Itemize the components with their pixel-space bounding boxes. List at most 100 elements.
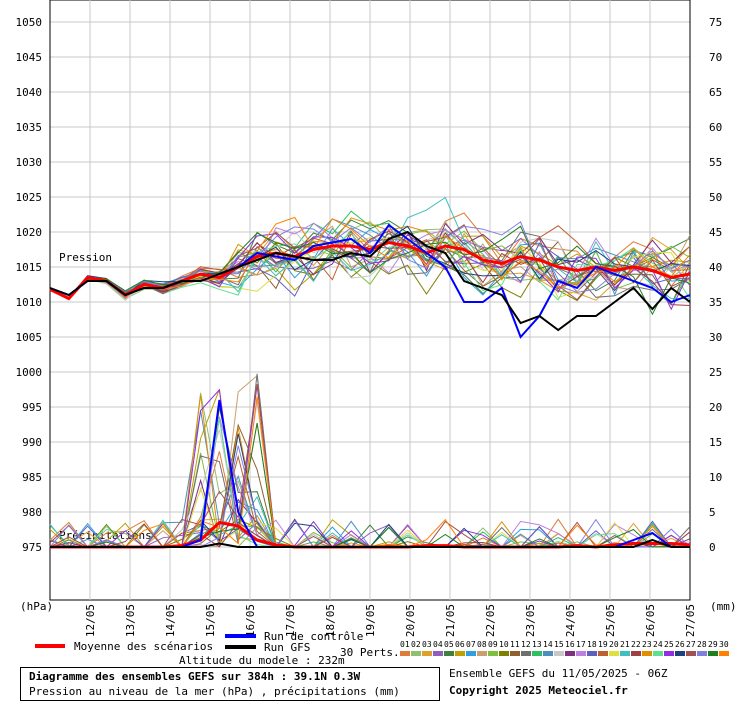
pert-color-swatch (532, 651, 542, 656)
pert-id-label: 09 (488, 640, 498, 649)
right-tick-label: 20 (709, 401, 722, 414)
x-tick-label: 20/05 (404, 604, 417, 637)
right-tick-label: 15 (709, 436, 722, 449)
pert-color-swatch (565, 651, 575, 656)
pert-id-label: 27 (686, 640, 696, 649)
pert-id-label: 30 (719, 640, 729, 649)
x-tick-label: 22/05 (484, 604, 497, 637)
right-tick-label: 40 (709, 261, 722, 274)
copyright: Copyright 2025 Meteociel.fr (449, 684, 628, 697)
left-tick-label: 990 (22, 436, 42, 449)
x-tick-label: 23/05 (524, 604, 537, 637)
pert-color-swatch (631, 651, 641, 656)
left-tick-label: 995 (22, 401, 42, 414)
pert-id-label: 03 (422, 640, 432, 649)
pert-id-label: 14 (543, 640, 553, 649)
pert-color-swatch (477, 651, 487, 656)
pert-id-label: 05 (444, 640, 454, 649)
left-tick-label: 985 (22, 471, 42, 484)
x-tick-label: 15/05 (204, 604, 217, 637)
left-tick-label: 975 (22, 541, 42, 554)
pert-id-label: 24 (653, 640, 663, 649)
right-tick-label: 60 (709, 121, 722, 134)
x-tick-label: 14/05 (164, 604, 177, 637)
pert-color-swatch (499, 651, 509, 656)
chart-subtitle: Pression au niveau de la mer (hPa) , pré… (29, 685, 400, 698)
right-tick-label: 0 (709, 541, 716, 554)
pert-pressure-line (49, 225, 691, 316)
x-tick-label: 12/05 (84, 604, 97, 637)
series-pressure-line (49, 230, 691, 332)
pert-id-label: 11 (510, 640, 520, 649)
pert-id-label: 16 (565, 640, 575, 649)
left-tick-label: 1035 (16, 121, 43, 134)
pert-color-swatch (675, 651, 685, 656)
pert-pressure-line (49, 224, 691, 301)
pert-id-label: 21 (620, 640, 630, 649)
pert-id-label: 25 (664, 640, 674, 649)
series-precip-line (50, 538, 690, 548)
pert-id-label: 18 (587, 640, 597, 649)
pert-id-label: 22 (631, 640, 641, 649)
x-tick-label: 26/05 (644, 604, 657, 637)
left-tick-label: 1025 (16, 191, 43, 204)
pert-id-label: 02 (411, 640, 421, 649)
pert-id-label: 29 (708, 640, 718, 649)
pert-color-swatch (433, 651, 443, 656)
right-tick-label: 45 (709, 226, 722, 239)
pert-color-swatch (521, 651, 531, 656)
pert-color-swatch (620, 651, 630, 656)
right-tick-label: 25 (709, 366, 722, 379)
pert-id-label: 23 (642, 640, 652, 649)
right-tick-label: 65 (709, 86, 722, 99)
pert-id-label: 20 (609, 640, 619, 649)
left-tick-label: 1015 (16, 261, 43, 274)
left-tick-label: 1005 (16, 331, 43, 344)
pert-id-label: 26 (675, 640, 685, 649)
pert-pressure-line (49, 221, 691, 299)
pert-id-label: 01 (400, 640, 410, 649)
x-tick-label: 18/05 (324, 604, 337, 637)
pert-color-swatch (609, 651, 619, 656)
pert-color-swatch (466, 651, 476, 656)
pert-color-swatch (543, 651, 553, 656)
right-tick-label: 50 (709, 191, 722, 204)
pert-id-label: 04 (433, 640, 443, 649)
pert-color-swatch (400, 651, 410, 656)
pert-color-swatch (488, 651, 498, 656)
x-tick-label: 21/05 (444, 604, 457, 637)
pert-color-swatch (444, 651, 454, 656)
x-tick-label: 24/05 (564, 604, 577, 637)
pert-color-swatch (642, 651, 652, 656)
pert-id-label: 19 (598, 640, 608, 649)
left-axis-unit: (hPa) (20, 600, 53, 613)
pert-color-swatch (587, 651, 597, 656)
right-tick-label: 70 (709, 51, 722, 64)
perts-label: 30 Perts. (340, 646, 400, 659)
left-tick-label: 1010 (16, 296, 43, 309)
left-tick-label: 1020 (16, 226, 43, 239)
pert-id-label: 10 (499, 640, 509, 649)
x-tick-label: 25/05 (604, 604, 617, 637)
pert-color-swatch (719, 651, 729, 656)
series-pressure-line (49, 240, 691, 301)
legend-mean-label: Moyenne des scénarios (74, 640, 213, 653)
legend-control-label: Run de contrôle (264, 630, 363, 643)
left-tick-label: 1030 (16, 156, 43, 169)
legend-gfs-label: Run GFS (264, 641, 310, 654)
pert-color-swatch (708, 651, 718, 656)
pert-color-swatch (664, 651, 674, 656)
right-tick-label: 5 (709, 506, 716, 519)
pert-color-swatch (554, 651, 564, 656)
left-tick-label: 1040 (16, 86, 43, 99)
pert-color-swatch (411, 651, 421, 656)
right-axis-unit: (mm) (710, 600, 737, 613)
x-tick-label: 27/05 (684, 604, 697, 637)
pert-id-label: 08 (477, 640, 487, 649)
right-tick-label: 75 (709, 16, 722, 29)
left-tick-label: 1050 (16, 16, 43, 29)
pert-color-swatch (697, 651, 707, 656)
pert-id-label: 13 (532, 640, 542, 649)
